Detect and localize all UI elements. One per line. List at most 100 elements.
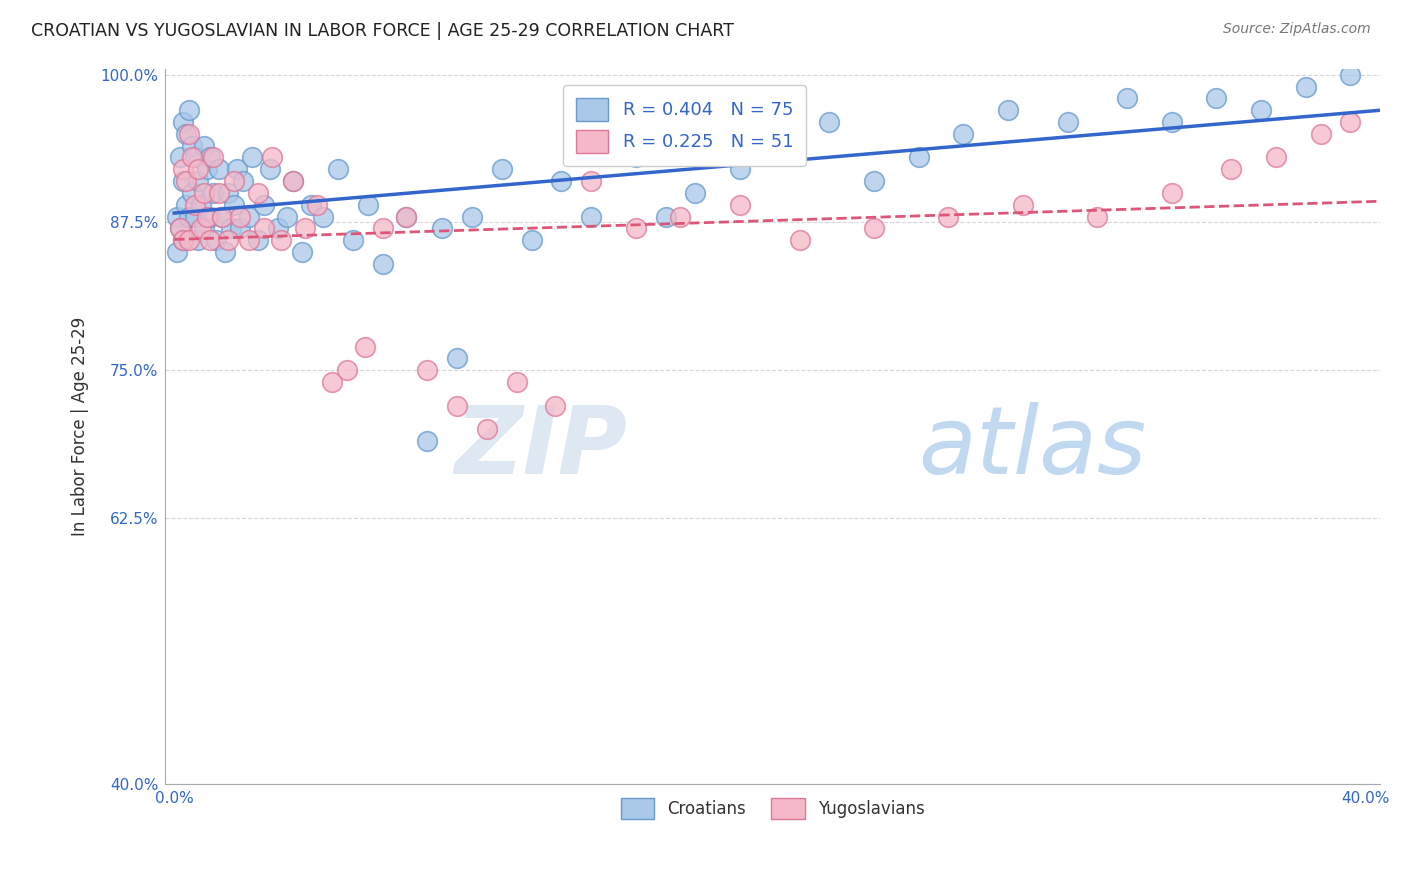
- Point: [1339, 68, 1361, 82]
- Point: [938, 210, 960, 224]
- Point: [193, 138, 215, 153]
- Point: [169, 221, 191, 235]
- Point: [187, 233, 209, 247]
- Point: [179, 103, 201, 118]
- Point: [475, 422, 498, 436]
- Point: [461, 210, 484, 224]
- Point: [505, 375, 527, 389]
- Point: [198, 151, 221, 165]
- Point: [187, 174, 209, 188]
- Point: [211, 210, 233, 224]
- Point: [624, 151, 647, 165]
- Y-axis label: In Labor Force | Age 25-29: In Labor Force | Age 25-29: [72, 317, 89, 536]
- Point: [195, 162, 218, 177]
- Point: [357, 198, 380, 212]
- Point: [195, 210, 218, 224]
- Point: [371, 257, 394, 271]
- Point: [294, 221, 316, 235]
- Point: [446, 351, 468, 366]
- Point: [1011, 198, 1033, 212]
- Point: [166, 210, 188, 224]
- Point: [238, 233, 260, 247]
- Point: [179, 210, 201, 224]
- Point: [166, 245, 188, 260]
- Point: [181, 138, 204, 153]
- Point: [579, 210, 602, 224]
- Point: [179, 127, 201, 141]
- Point: [1295, 79, 1317, 94]
- Point: [172, 233, 194, 247]
- Point: [240, 151, 263, 165]
- Point: [217, 233, 239, 247]
- Point: [276, 210, 298, 224]
- Point: [299, 198, 322, 212]
- Point: [252, 221, 274, 235]
- Point: [246, 233, 269, 247]
- Point: [342, 233, 364, 247]
- Point: [172, 115, 194, 129]
- Point: [190, 198, 212, 212]
- Point: [1116, 91, 1139, 105]
- Point: [252, 198, 274, 212]
- Point: [198, 233, 221, 247]
- Point: [205, 233, 228, 247]
- Point: [283, 174, 305, 188]
- Point: [321, 375, 343, 389]
- Point: [211, 210, 233, 224]
- Point: [395, 210, 418, 224]
- Point: [184, 151, 207, 165]
- Point: [1220, 162, 1243, 177]
- Point: [520, 233, 543, 247]
- Point: [1160, 115, 1182, 129]
- Legend: Croatians, Yugoslavians: Croatians, Yugoslavians: [614, 792, 931, 825]
- Point: [179, 233, 201, 247]
- Point: [863, 221, 886, 235]
- Point: [222, 198, 245, 212]
- Point: [184, 210, 207, 224]
- Point: [169, 151, 191, 165]
- Point: [214, 245, 236, 260]
- Point: [773, 138, 796, 153]
- Point: [353, 339, 375, 353]
- Point: [169, 221, 191, 235]
- Point: [544, 399, 567, 413]
- Point: [416, 363, 439, 377]
- Point: [201, 151, 224, 165]
- Point: [307, 198, 329, 212]
- Point: [1056, 115, 1078, 129]
- Text: Source: ZipAtlas.com: Source: ZipAtlas.com: [1223, 22, 1371, 37]
- Point: [208, 186, 231, 200]
- Point: [283, 174, 305, 188]
- Point: [262, 151, 284, 165]
- Point: [267, 221, 290, 235]
- Point: [174, 174, 197, 188]
- Point: [624, 221, 647, 235]
- Point: [907, 151, 929, 165]
- Point: [232, 174, 254, 188]
- Point: [193, 186, 215, 200]
- Point: [446, 399, 468, 413]
- Point: [997, 103, 1019, 118]
- Point: [208, 162, 231, 177]
- Point: [229, 221, 252, 235]
- Point: [217, 186, 239, 200]
- Point: [1205, 91, 1227, 105]
- Point: [728, 162, 751, 177]
- Point: [669, 210, 692, 224]
- Point: [395, 210, 418, 224]
- Point: [654, 210, 676, 224]
- Point: [550, 174, 572, 188]
- Point: [181, 151, 204, 165]
- Point: [190, 221, 212, 235]
- Point: [1265, 151, 1288, 165]
- Point: [172, 162, 194, 177]
- Point: [1339, 115, 1361, 129]
- Point: [1250, 103, 1272, 118]
- Point: [685, 186, 707, 200]
- Text: CROATIAN VS YUGOSLAVIAN IN LABOR FORCE | AGE 25-29 CORRELATION CHART: CROATIAN VS YUGOSLAVIAN IN LABOR FORCE |…: [31, 22, 734, 40]
- Point: [238, 210, 260, 224]
- Text: ZIP: ZIP: [454, 401, 627, 494]
- Point: [579, 174, 602, 188]
- Point: [863, 174, 886, 188]
- Point: [326, 162, 349, 177]
